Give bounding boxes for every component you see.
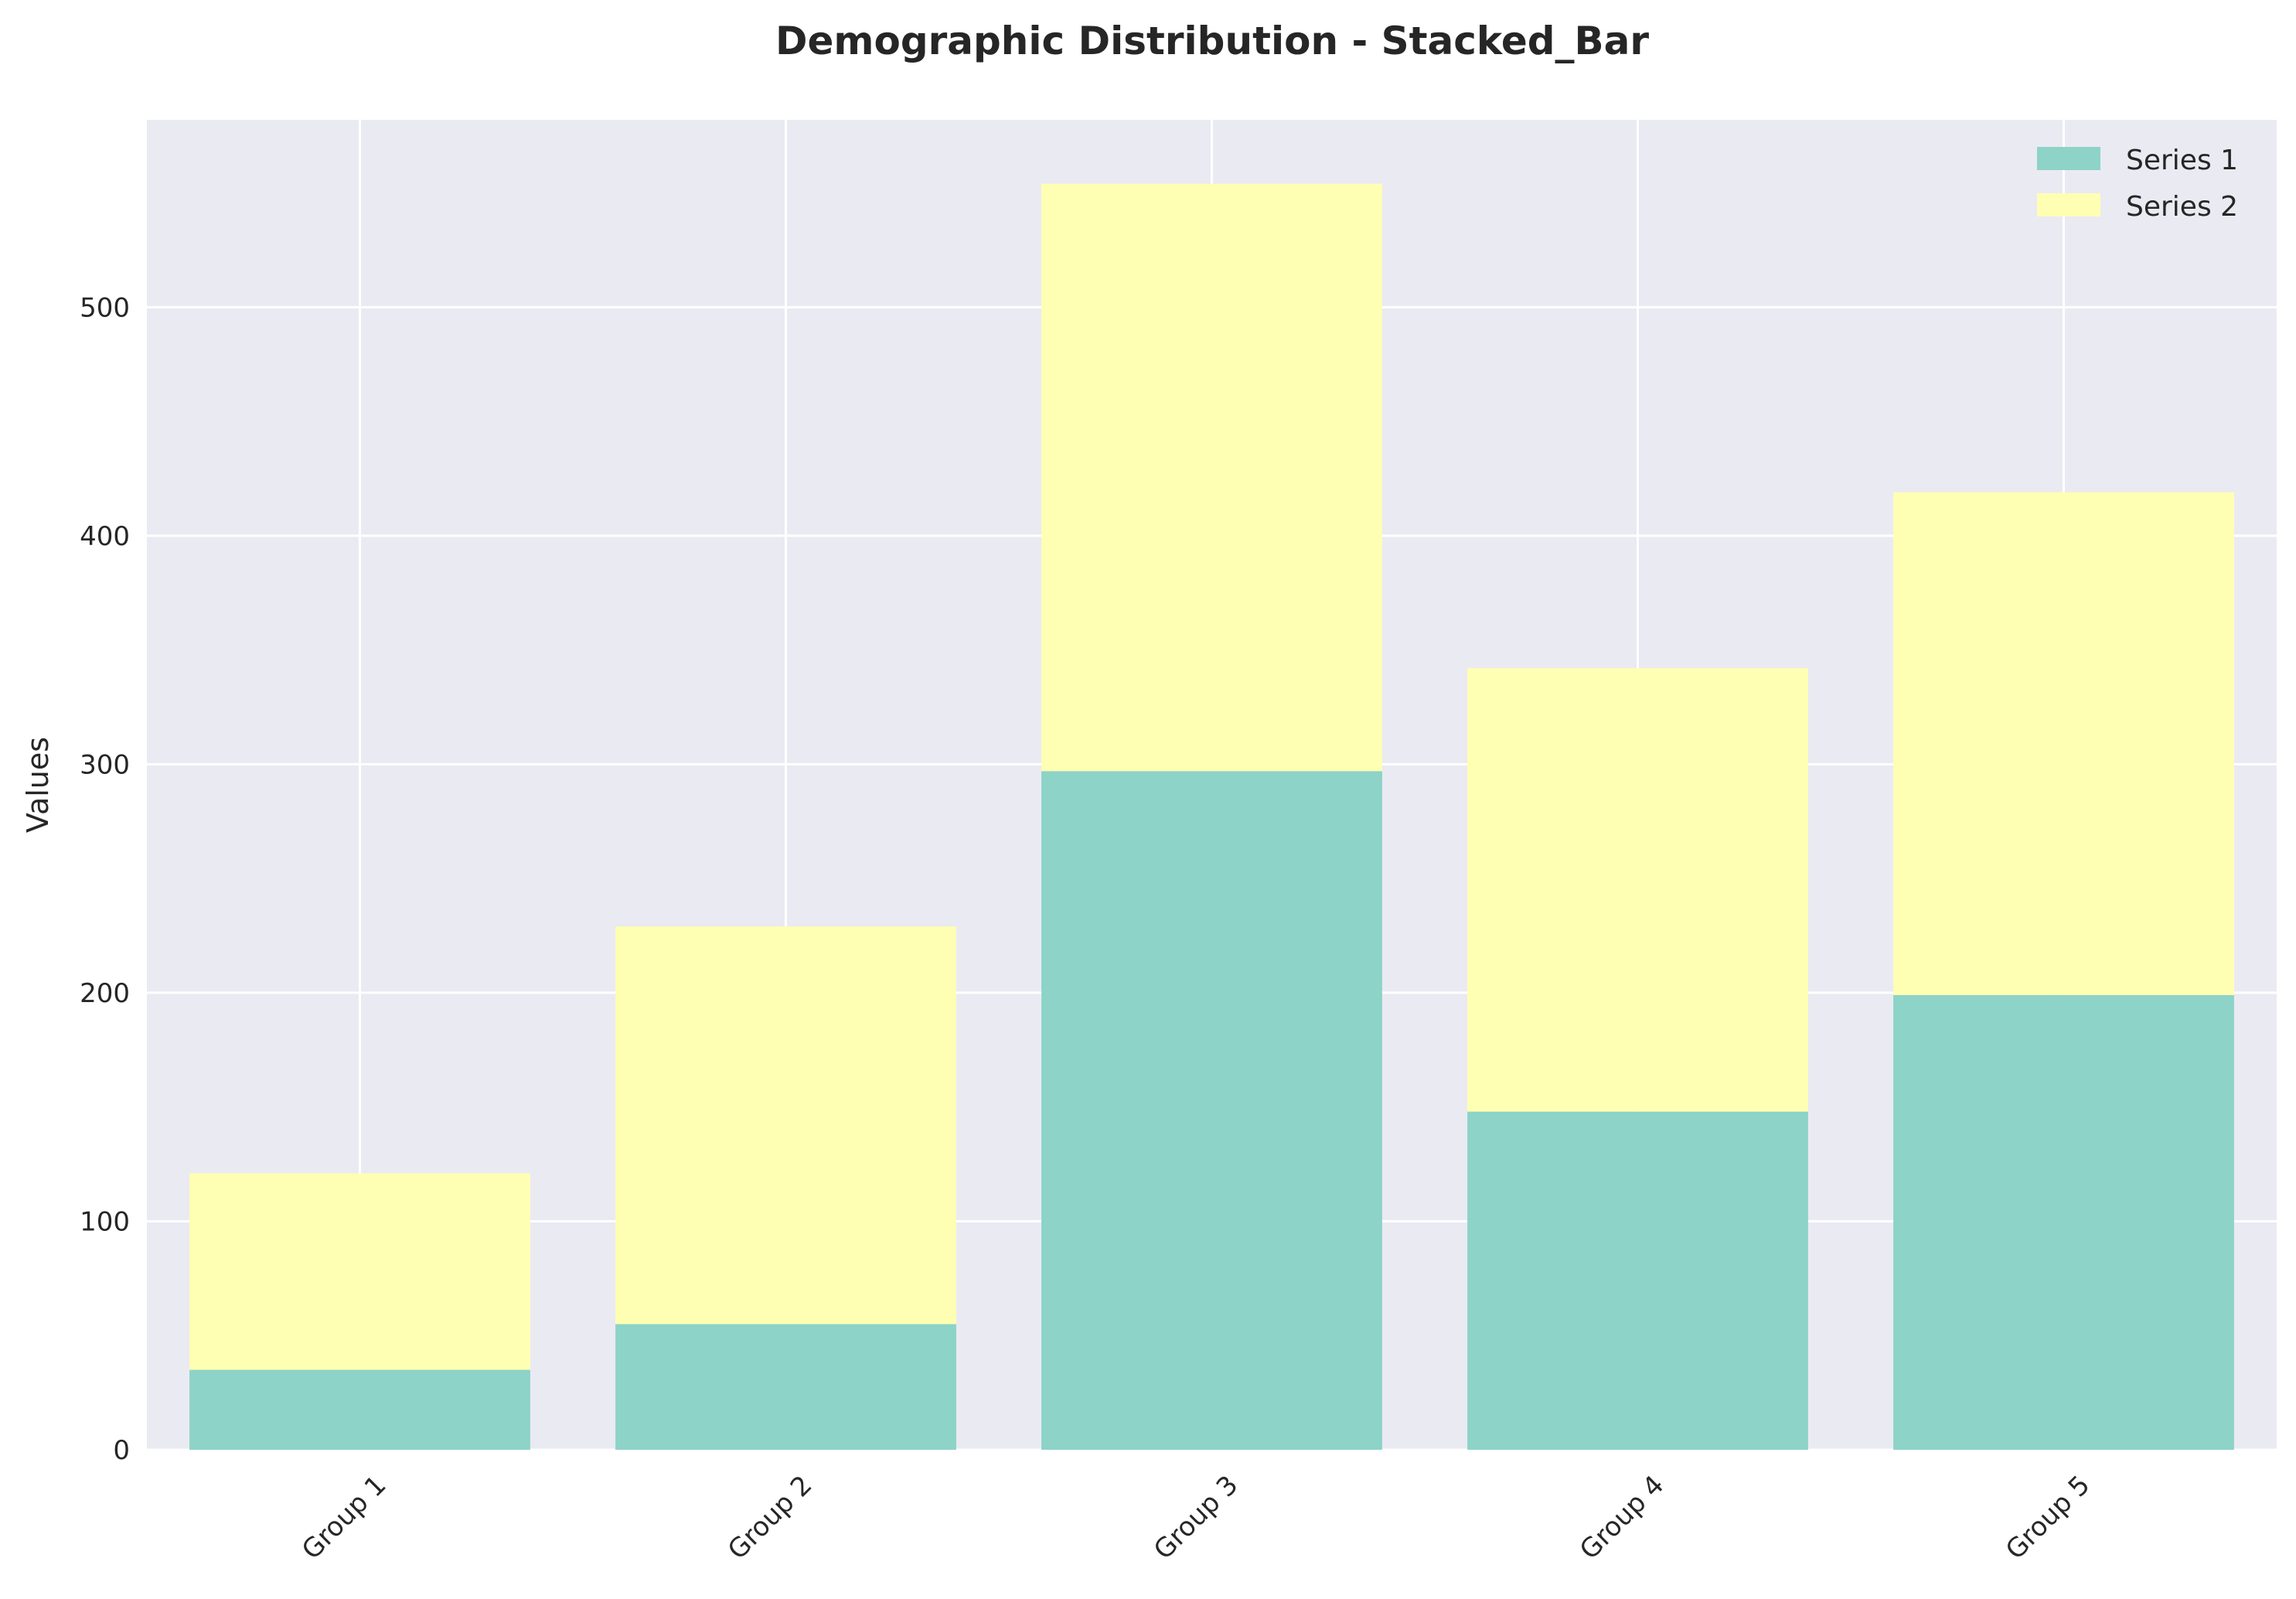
bars [189, 183, 2234, 1450]
y-tick-label-5: 500 [80, 292, 130, 323]
bar-series-1-5 [1893, 994, 2234, 1450]
bar-series-1-2 [615, 1324, 956, 1450]
bar-series-2-1 [189, 1173, 530, 1370]
legend-swatch-series-1 [2037, 147, 2100, 170]
y-axis-ticks: 0 100 200 300 400 500 [80, 292, 130, 1466]
y-tick-label-0: 0 [113, 1435, 130, 1466]
y-tick-label-2: 200 [80, 978, 130, 1009]
bar-series-1-4 [1467, 1111, 1808, 1450]
bar-series-2-2 [615, 926, 956, 1325]
legend-label-series-2: Series 2 [2126, 191, 2238, 223]
legend: Series 1 Series 2 [2037, 145, 2238, 223]
y-tick-label-3: 300 [80, 749, 130, 780]
legend-swatch-series-2 [2037, 193, 2100, 216]
bar-series-2-4 [1467, 668, 1808, 1112]
bar-series-2-5 [1893, 492, 2234, 995]
bar-series-2-3 [1041, 183, 1382, 772]
chart-title: Demographic Distribution - Stacked_Bar [775, 19, 1649, 63]
y-tick-label-4: 400 [80, 521, 130, 552]
bar-series-1-1 [189, 1369, 530, 1450]
legend-label-series-1: Series 1 [2126, 145, 2238, 176]
y-tick-label-1: 100 [80, 1206, 130, 1237]
bar-series-1-3 [1041, 771, 1382, 1450]
y-axis-label: Values [21, 737, 55, 833]
